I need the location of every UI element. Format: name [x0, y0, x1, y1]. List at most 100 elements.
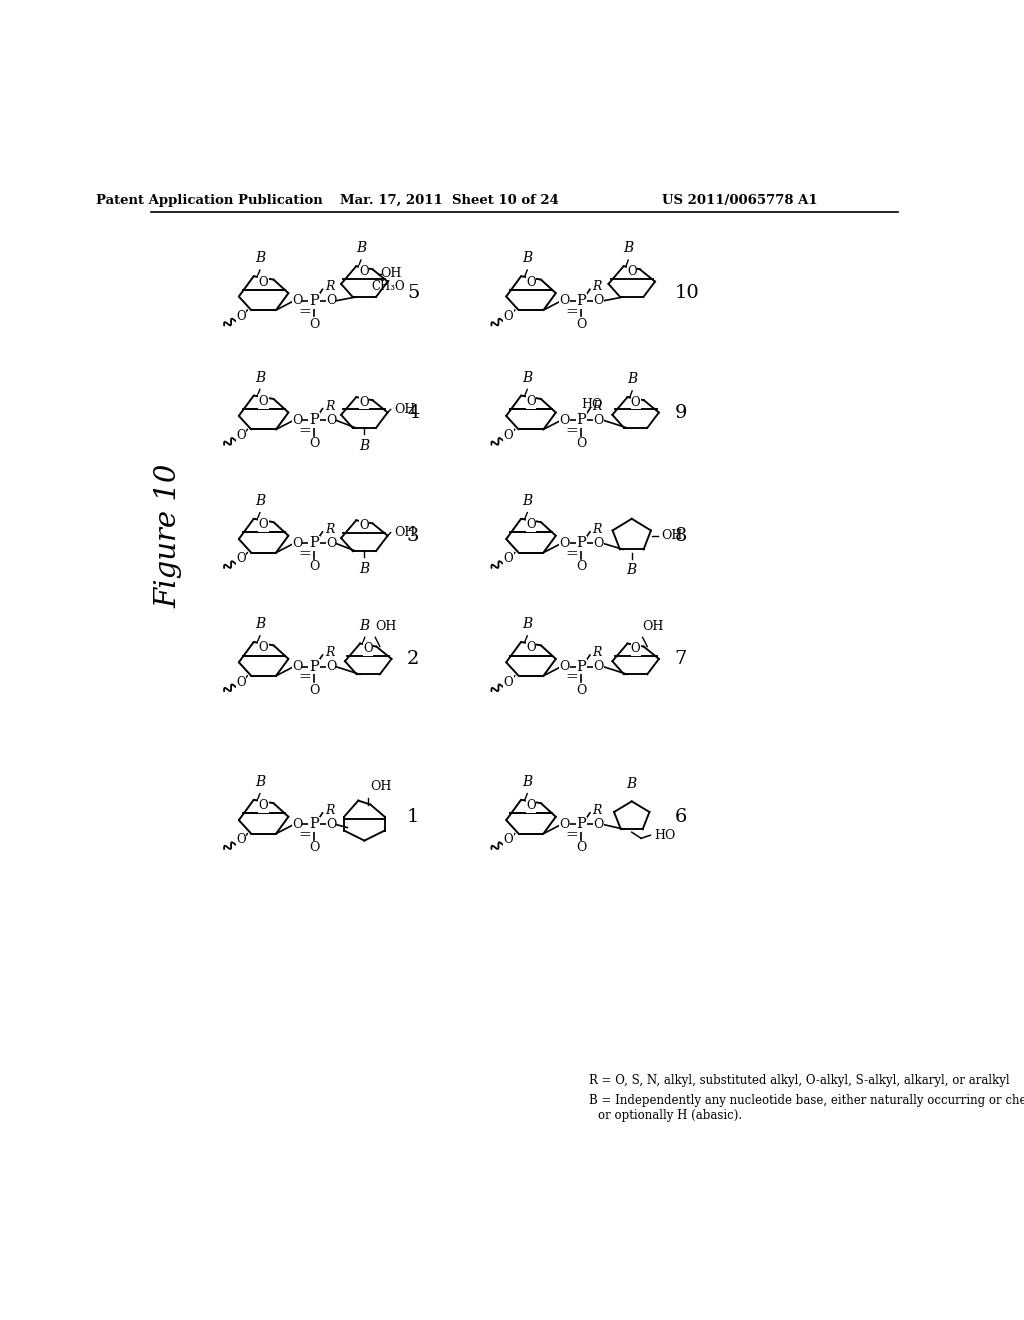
Text: B: B	[255, 494, 265, 508]
Text: R = O, S, N, alkyl, substituted alkyl, O-alkyl, S-alkyl, alkaryl, or aralkyl: R = O, S, N, alkyl, substituted alkyl, O…	[589, 1074, 1010, 1088]
Text: R: R	[325, 523, 334, 536]
Text: O: O	[237, 310, 246, 323]
Text: P: P	[309, 294, 318, 308]
Text: US 2011/0065778 A1: US 2011/0065778 A1	[663, 194, 818, 207]
Text: B: B	[255, 371, 265, 385]
Text: B: B	[627, 372, 637, 387]
Text: O: O	[292, 818, 302, 832]
Text: B: B	[627, 564, 637, 577]
Text: B: B	[355, 242, 366, 256]
Text: 10: 10	[675, 284, 699, 302]
Text: O: O	[359, 519, 370, 532]
Text: OH: OH	[394, 403, 415, 416]
Text: =: =	[298, 828, 311, 842]
Text: P: P	[309, 536, 318, 550]
Text: B: B	[522, 494, 532, 508]
Text: B = Independently any nucleotide base, either naturally occurring or chemically : B = Independently any nucleotide base, e…	[589, 1093, 1024, 1106]
Text: B: B	[255, 251, 265, 265]
Text: B: B	[255, 618, 265, 631]
Text: =: =	[565, 424, 579, 438]
Text: O: O	[526, 799, 536, 812]
Text: Mar. 17, 2011  Sheet 10 of 24: Mar. 17, 2011 Sheet 10 of 24	[340, 194, 559, 207]
Text: O: O	[292, 294, 302, 308]
Text: O: O	[364, 643, 373, 656]
Text: O: O	[237, 552, 246, 565]
Text: =: =	[298, 305, 311, 318]
Text: HO: HO	[654, 829, 676, 842]
Text: OH: OH	[394, 527, 415, 539]
Text: =: =	[298, 548, 311, 561]
Text: O: O	[526, 276, 536, 289]
Text: R: R	[592, 647, 602, 659]
Text: P: P	[577, 660, 587, 673]
Text: O: O	[326, 537, 336, 550]
Text: O: O	[593, 818, 603, 832]
Text: O: O	[559, 537, 569, 550]
Text: B: B	[359, 562, 370, 576]
Text: O: O	[237, 676, 246, 689]
Text: O: O	[631, 643, 640, 656]
Text: O: O	[504, 676, 513, 689]
Text: O: O	[559, 660, 569, 673]
Text: Patent Application Publication: Patent Application Publication	[96, 194, 323, 207]
Text: O: O	[526, 642, 536, 655]
Text: O: O	[559, 294, 569, 308]
Text: =: =	[565, 305, 579, 318]
Text: O: O	[526, 519, 536, 531]
Text: O: O	[292, 537, 302, 550]
Text: O: O	[504, 429, 513, 442]
Text: OH: OH	[380, 268, 401, 280]
Text: 3: 3	[407, 527, 420, 545]
Text: O: O	[577, 318, 587, 331]
Text: O: O	[259, 519, 268, 531]
Text: 1: 1	[407, 808, 420, 826]
Text: B: B	[624, 242, 634, 256]
Text: 4: 4	[407, 404, 420, 421]
Text: O: O	[326, 294, 336, 308]
Text: O: O	[292, 660, 302, 673]
Text: O: O	[326, 818, 336, 832]
Text: O: O	[631, 396, 640, 409]
Text: R: R	[592, 804, 602, 817]
Text: Figure 10: Figure 10	[155, 463, 182, 609]
Text: B: B	[627, 776, 637, 791]
Text: O: O	[504, 552, 513, 565]
Text: O: O	[237, 429, 246, 442]
Text: HO: HO	[582, 399, 603, 412]
Text: O: O	[292, 413, 302, 426]
Text: B: B	[522, 251, 532, 265]
Text: R: R	[592, 280, 602, 293]
Text: =: =	[565, 548, 579, 561]
Text: 7: 7	[675, 649, 687, 668]
Text: O: O	[259, 642, 268, 655]
Text: R: R	[325, 400, 334, 413]
Text: B: B	[522, 775, 532, 789]
Text: O: O	[593, 660, 603, 673]
Text: B: B	[522, 371, 532, 385]
Text: P: P	[309, 413, 318, 428]
Text: P: P	[577, 536, 587, 550]
Text: P: P	[577, 817, 587, 832]
Text: P: P	[577, 413, 587, 428]
Text: OH: OH	[662, 529, 683, 543]
Text: O: O	[326, 660, 336, 673]
Text: O: O	[359, 265, 370, 279]
Text: O: O	[559, 413, 569, 426]
Text: B: B	[359, 619, 370, 632]
Text: R: R	[325, 647, 334, 659]
Text: =: =	[298, 424, 311, 438]
Text: O: O	[627, 265, 637, 279]
Text: O: O	[559, 818, 569, 832]
Text: CH₃O: CH₃O	[372, 280, 404, 293]
Text: O: O	[309, 841, 319, 854]
Text: O: O	[577, 561, 587, 573]
Text: R: R	[325, 804, 334, 817]
Text: 8: 8	[675, 527, 687, 545]
Text: O: O	[309, 318, 319, 331]
Text: =: =	[565, 671, 579, 684]
Text: 9: 9	[675, 404, 687, 421]
Text: P: P	[577, 294, 587, 308]
Text: R: R	[325, 280, 334, 293]
Text: OH: OH	[643, 619, 664, 632]
Text: O: O	[593, 294, 603, 308]
